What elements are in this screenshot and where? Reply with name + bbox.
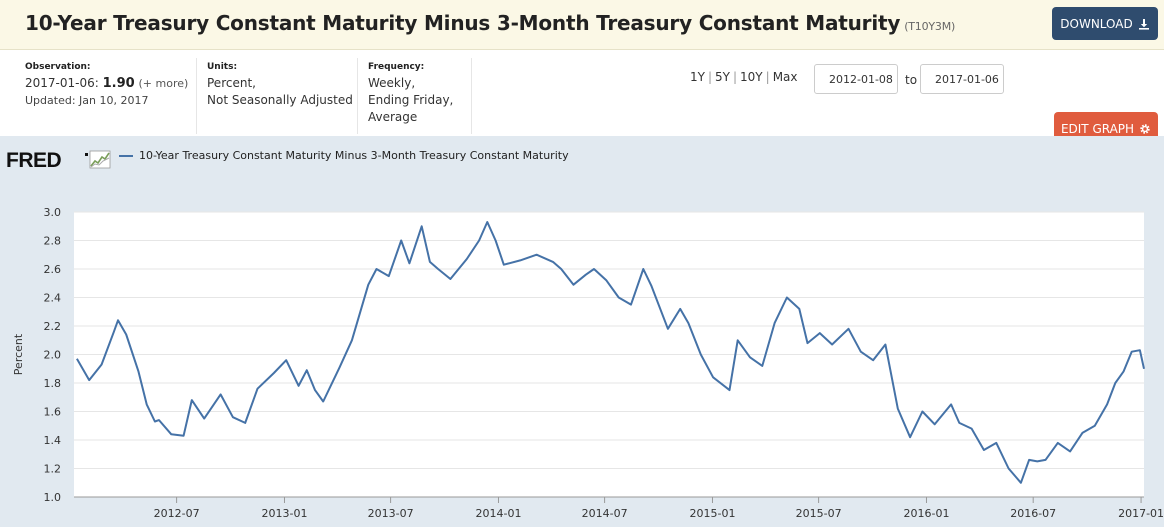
x-tick-label: 2017-01 [1118, 507, 1164, 520]
y-tick-label: 1.8 [44, 377, 62, 390]
observation-value: 1.90 [102, 76, 135, 91]
edit-graph-label: EDIT GRAPH [1060, 122, 1135, 136]
more-observations-link[interactable]: (+ more) [138, 77, 189, 90]
y-tick-label: 2.6 [44, 263, 62, 276]
download-button[interactable]: DOWNLOAD [1052, 7, 1158, 40]
x-tick-label: 2016-07 [1010, 507, 1056, 520]
gear-icon [1140, 124, 1150, 134]
series-metadata: Observation: 2017-01-06: 1.90 (+ more) U… [0, 50, 1164, 146]
x-tick-label: 2013-07 [368, 507, 414, 520]
units-label: Units: [207, 62, 238, 72]
frequency-line2: Ending Friday, [368, 93, 454, 107]
y-tick-label: 1.0 [44, 491, 62, 504]
chart-container: 1.0 1.2 1.4 1.6 1.8 2.0 2.2 2.4 2.6 2.8 3.0 2012-07… [0, 136, 1164, 527]
y-tick-label: 1.6 [44, 406, 62, 419]
page-header: 10-Year Treasury Constant Maturity Minus… [0, 0, 1164, 50]
frequency-info: Frequency: Weekly, Ending Friday, Averag… [357, 58, 472, 134]
observation-date: 2017-01-06: [25, 76, 99, 90]
x-tick-label: 2014-07 [582, 507, 628, 520]
range-links: 1Y | 5Y | 10Y | Max [690, 70, 798, 84]
x-tick-label: 2012-07 [154, 507, 200, 520]
units-info: Units: Percent, Not Seasonally Adjusted [196, 58, 367, 134]
x-tick-label: 2016-01 [903, 507, 949, 520]
updated-date: Updated: Jan 10, 2017 [25, 94, 149, 107]
y-tick-label: 1.4 [44, 434, 62, 447]
download-icon [1138, 18, 1149, 30]
frequency-label: Frequency: [368, 62, 425, 72]
x-tick-label: 2015-01 [689, 507, 735, 520]
series-line[interactable] [76, 221, 1145, 484]
fred-logo: FRED [6, 148, 112, 174]
units-line2: Not Seasonally Adjusted [207, 93, 353, 107]
to-label: to [905, 73, 918, 87]
line-chart[interactable]: 1.0 1.2 1.4 1.6 1.8 2.0 2.2 2.4 2.6 2.8 3.0 2012-07… [0, 136, 1164, 527]
y-tick-label: 2.2 [44, 320, 62, 333]
x-tick-label: 2013-01 [261, 507, 307, 520]
frequency-line3: Average [368, 110, 418, 124]
frequency-line1: Weekly, [368, 76, 416, 90]
legend-label: 10-Year Treasury Constant Maturity Minus… [139, 149, 569, 162]
observation-info: Observation: 2017-01-06: 1.90 (+ more) U… [25, 62, 190, 134]
svg-text:FRED: FRED [6, 149, 62, 170]
y-tick-label: 1.2 [44, 463, 62, 476]
page-title: 10-Year Treasury Constant Maturity Minus… [25, 11, 956, 35]
x-tick-label: 2015-07 [796, 507, 842, 520]
range-5y-link[interactable]: 5Y [715, 70, 730, 84]
observation-label: Observation: [25, 62, 91, 72]
chart-legend: 10-Year Treasury Constant Maturity Minus… [119, 149, 569, 162]
y-tick-label: 2.0 [44, 349, 62, 362]
download-label: DOWNLOAD [1060, 16, 1133, 31]
series-id: (T10Y3M) [904, 20, 956, 33]
x-tick-label: 2014-01 [475, 507, 521, 520]
y-axis-label: Percent [12, 333, 25, 375]
units-line1: Percent, [207, 76, 256, 90]
end-date-input[interactable] [920, 64, 1004, 94]
y-tick-label: 2.4 [44, 292, 62, 305]
range-10y-link[interactable]: 10Y [740, 70, 763, 84]
y-tick-label: 3.0 [44, 206, 62, 219]
start-date-input[interactable] [814, 64, 898, 94]
range-max-link[interactable]: Max [772, 70, 798, 84]
y-tick-label: 2.8 [44, 235, 62, 248]
range-1y-link[interactable]: 1Y [690, 70, 705, 84]
legend-swatch [119, 154, 133, 157]
